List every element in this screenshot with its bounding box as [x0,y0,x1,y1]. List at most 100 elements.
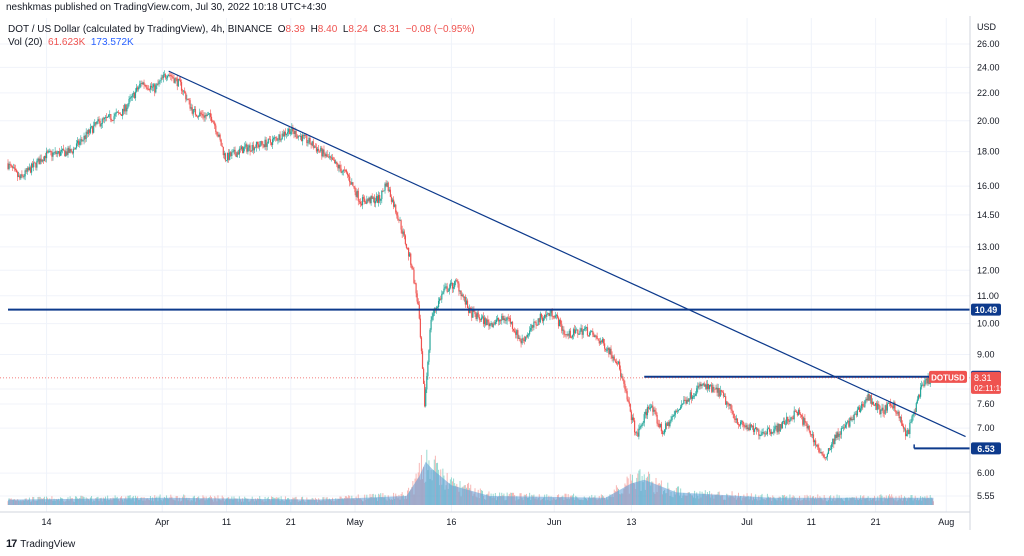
candle-body [163,74,165,76]
candle-body [760,434,762,436]
candle-body [447,291,449,292]
candle-body [699,383,701,387]
candle-body [887,403,890,404]
candle-body [511,321,514,329]
candle-body [326,154,328,157]
candle-body [896,413,898,415]
candle-body [426,376,428,390]
candle-body [834,434,836,445]
candle-body [128,99,130,105]
candle-body [267,138,269,144]
candle-body [271,139,274,146]
candle-body [289,128,291,135]
time-axis[interactable]: 14 Apr 11 21 May 16 Jun 13 Jul 11 21 Aug [0,511,970,527]
candle-body [208,113,210,115]
candle-body [599,341,601,344]
candle-body [125,104,127,112]
candle-body [237,152,239,155]
candle-body [275,137,277,139]
candle-body [22,175,24,177]
price-tick-label: 12.00 [977,265,1000,275]
candle-body [87,129,89,134]
candle-body [92,126,94,133]
candle-body [634,420,636,433]
candle-body [678,408,681,410]
candle-body [544,314,546,319]
candle-body [921,384,923,388]
candle-body [657,423,659,425]
price-tick-label: 11.00 [977,291,999,301]
candle-body [239,148,242,150]
candle-body [341,171,343,173]
candle-body [454,281,456,288]
candle-body [751,425,754,427]
candle-body [869,395,871,401]
candle-body [420,337,423,352]
candle-body [527,334,530,336]
candle-body [660,423,662,432]
candle-body [113,116,115,121]
candle-body [101,118,103,124]
candle-body [376,196,379,203]
candle-body [480,317,483,321]
candle-body [177,78,179,87]
candle-body [217,134,219,137]
candle-body [812,434,815,443]
candle-body [750,424,752,427]
candle-body [385,183,387,187]
candle-body [474,311,476,315]
candle-body [176,78,178,87]
candle-body [455,280,457,282]
candle-body [497,318,500,322]
candle-body [579,330,581,335]
candle-body [806,423,808,429]
candle-body [863,405,865,407]
candle-body [166,76,169,78]
candle-body [364,198,366,203]
candle-body [525,336,528,338]
change-value: −0.08 (−0.95%) [405,24,475,35]
candle-body [406,247,409,249]
candle-body [683,399,685,404]
candle-body [68,147,70,153]
candle-body [798,409,801,415]
candle-body [124,104,126,112]
candle-body [149,85,152,90]
candle-body [219,134,221,140]
candle-body [841,427,843,429]
candle-body [49,150,51,152]
candle-body [873,404,876,406]
level-badge-bg [971,303,1001,316]
candle-body [870,395,872,405]
candle-body [419,318,421,338]
candle-body [862,403,864,406]
candle-body [393,199,395,207]
candle-body [572,329,575,336]
candle-body [555,314,558,316]
candle-body [134,91,137,99]
candle-body [585,327,587,329]
candle-body [249,145,251,152]
candle-body [595,335,597,337]
candle-body [553,316,555,318]
candle-body [690,392,692,399]
candle-body [160,77,162,81]
candle-body [792,417,794,420]
candle-body [809,430,811,435]
candle-body [671,416,673,420]
candle-body [488,321,490,327]
candle-body [93,125,95,133]
high-label: H [310,24,318,35]
candle-body [662,433,665,435]
candle-body [567,334,569,336]
candle-body [10,164,12,166]
candle-body [627,399,629,402]
candle-body [889,403,892,406]
candle-body [858,407,861,413]
price-axis[interactable]: USD 26.00 24.00 22.00 20.00 18.00 16.00 14.50 13… [969,16,1005,530]
candle-body [459,290,461,292]
candle-body [745,425,747,427]
candle-body [135,87,138,92]
candle-body [473,310,475,312]
